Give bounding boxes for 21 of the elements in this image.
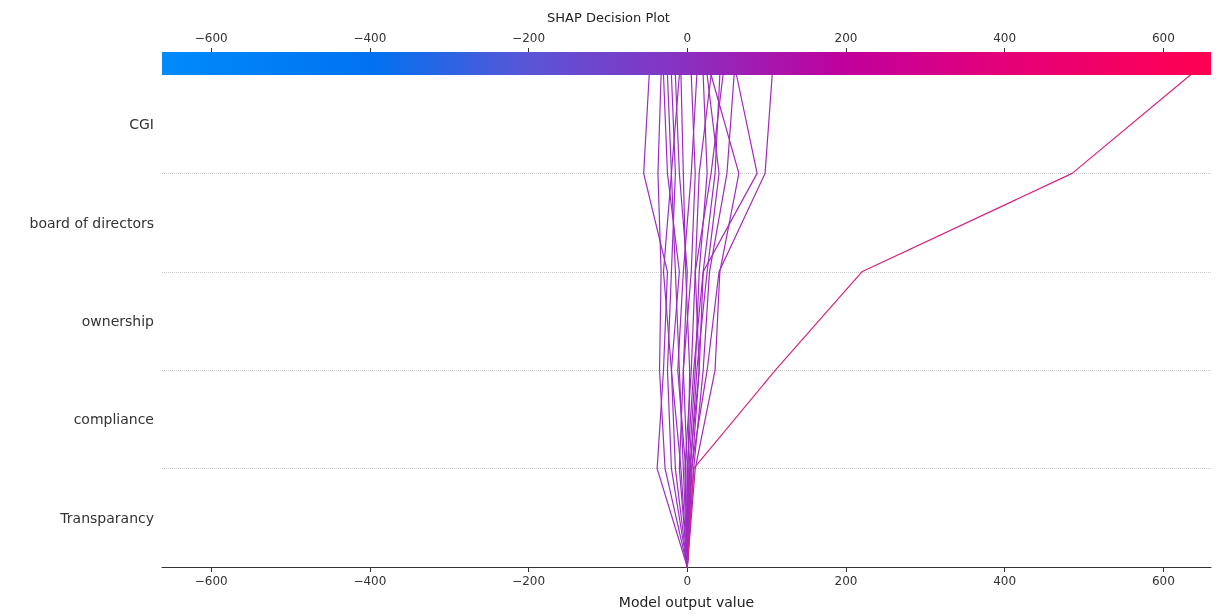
- x2-tick-label: −200: [512, 31, 546, 45]
- chart-title: SHAP Decision Plot: [547, 10, 670, 25]
- x-tick-label: 400: [993, 574, 1017, 588]
- x2-tick-label: 200: [834, 31, 858, 45]
- x-tick-label: 0: [683, 574, 692, 588]
- x2-tick-label: 400: [993, 31, 1017, 45]
- y-tick-label: CGI: [129, 116, 154, 133]
- x-tick-label: −400: [353, 574, 387, 588]
- x-axis-title: Model output value: [618, 594, 755, 610]
- x2-tick-label: −400: [353, 31, 387, 45]
- x-tick-label: 200: [834, 574, 858, 588]
- x2-tick-label: 600: [1151, 31, 1175, 45]
- x2-tick-label: −600: [194, 31, 228, 45]
- y-tick-label: ownership: [81, 313, 155, 329]
- y-tick-label: board of directors: [29, 214, 154, 231]
- y-tick-label: Transparancy: [59, 509, 154, 526]
- x2-tick-label: 0: [683, 31, 692, 45]
- x-tick-label: −200: [512, 574, 546, 588]
- y-tick-label: compliance: [73, 411, 154, 428]
- x-tick-label: −600: [194, 574, 228, 588]
- x-tick-label: 600: [1151, 574, 1175, 588]
